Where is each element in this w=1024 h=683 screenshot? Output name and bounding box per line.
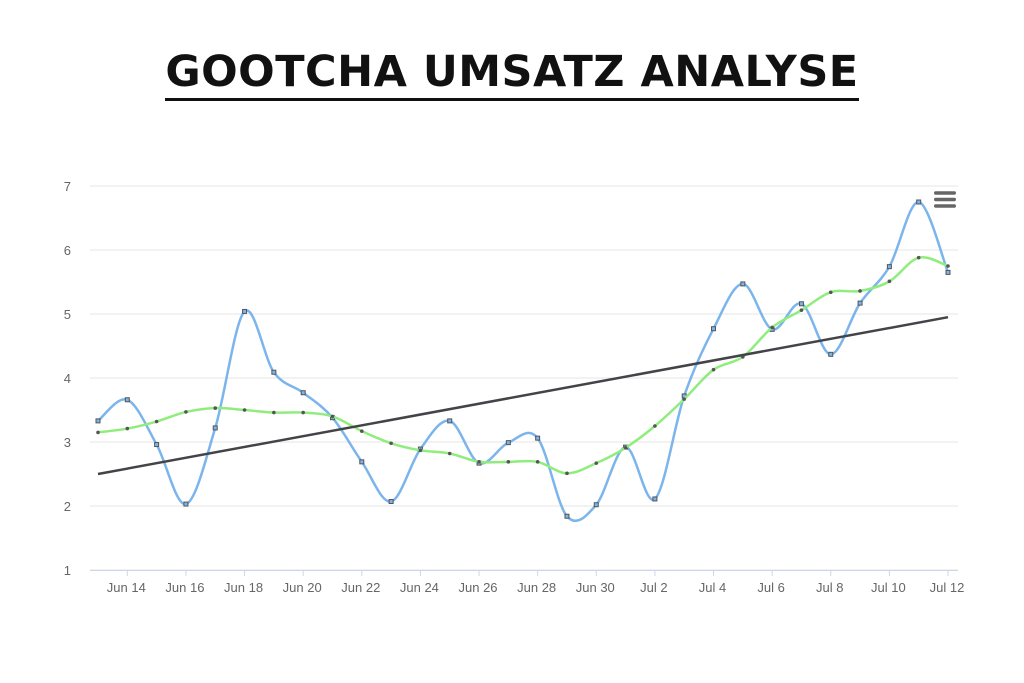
- series-2-point: [770, 325, 774, 330]
- series-1-point: [711, 326, 717, 332]
- series-2-point: [125, 426, 130, 431]
- series-1-line: [97, 200, 950, 522]
- series-2-point: [418, 448, 423, 453]
- series-1-point: [154, 442, 160, 448]
- series-2-point: [301, 410, 305, 415]
- series-1-point: [300, 390, 306, 396]
- menu-icon-bar: [934, 197, 956, 202]
- x-tick-label: Jul 8: [816, 580, 843, 595]
- series-2-point: [653, 424, 657, 428]
- series-2-point: [184, 410, 188, 414]
- series-2-point: [477, 460, 481, 464]
- y-tick-label: 1: [64, 563, 71, 578]
- series-2-point: [711, 367, 716, 372]
- series-1-point: [242, 308, 248, 314]
- x-tick-label: Jul 4: [699, 580, 726, 595]
- series-2-point: [359, 429, 364, 433]
- series-2-point: [272, 410, 276, 415]
- series-1-point: [535, 435, 541, 441]
- x-tick-label: Jun 30: [576, 580, 615, 595]
- series-1-point: [593, 502, 599, 508]
- page-title: GOOTCHA UMSATZ ANALYSE: [165, 48, 859, 101]
- series-2-point: [623, 445, 628, 450]
- series-1-point: [740, 281, 746, 287]
- series-2-point: [858, 289, 862, 293]
- series-2-line: [97, 256, 949, 475]
- series-1-point: [798, 301, 804, 307]
- series-2-point: [799, 308, 804, 312]
- series-2-point: [594, 461, 599, 465]
- series-1-point: [183, 501, 189, 507]
- series-2-point: [535, 460, 540, 464]
- series-1-point: [916, 199, 922, 205]
- series-1-point: [447, 418, 453, 424]
- y-tick-label: 6: [64, 243, 71, 258]
- x-tick-label: Jun 20: [283, 580, 322, 595]
- series-1-point: [505, 440, 511, 446]
- menu-icon-bar: [934, 204, 956, 208]
- x-tick-label: Jul 10: [871, 580, 906, 595]
- series-2-point: [506, 460, 511, 464]
- series-2-point: [242, 408, 247, 412]
- series-2-point: [154, 419, 159, 424]
- series-1-point: [886, 264, 892, 270]
- series-1-point: [271, 369, 277, 375]
- x-tick-label: Jul 2: [640, 580, 667, 595]
- series-2-point: [887, 279, 892, 284]
- x-tick-label: Jun 14: [107, 580, 146, 595]
- x-tick-label: Jun 24: [400, 580, 439, 595]
- y-tick-label: 5: [64, 307, 71, 322]
- series-2-point: [946, 264, 950, 268]
- series-1-point: [95, 418, 101, 424]
- series-2-point: [330, 414, 335, 419]
- series-2-point: [828, 290, 833, 295]
- x-tick-label: Jun 26: [459, 580, 498, 595]
- menu-icon[interactable]: [934, 191, 956, 208]
- series-2-point: [565, 471, 569, 476]
- series-1-point: [828, 351, 834, 357]
- series-1-point: [857, 300, 863, 306]
- series-1-point: [564, 513, 570, 519]
- y-tick-label: 2: [64, 499, 71, 514]
- series-2-point: [916, 255, 921, 260]
- series-1-point: [359, 459, 365, 465]
- series-2-point: [682, 397, 687, 401]
- chart-title-wrap: GOOTCHA UMSATZ ANALYSE: [0, 48, 1024, 101]
- x-tick-label: Jun 28: [517, 580, 556, 595]
- x-tick-label: Jul 6: [757, 580, 784, 595]
- series-1-point: [945, 269, 951, 275]
- series-1-point: [388, 499, 394, 505]
- series-1-point: [652, 496, 658, 502]
- series-2-point: [213, 406, 218, 410]
- series-2-point: [447, 451, 452, 456]
- x-tick-label: Jul 12: [930, 580, 965, 595]
- x-tick-label: Jun 22: [341, 580, 380, 595]
- x-tick-label: Jun 16: [165, 580, 204, 595]
- series-1-point: [212, 425, 218, 431]
- series-1-point: [124, 397, 130, 403]
- y-tick-label: 3: [64, 435, 71, 450]
- menu-icon-bar: [934, 191, 956, 195]
- y-tick-label: 7: [64, 179, 71, 194]
- y-tick-label: 4: [64, 371, 71, 386]
- series-2-point: [389, 441, 393, 446]
- x-tick-label: Jun 18: [224, 580, 263, 595]
- series-trend-line: [97, 315, 949, 476]
- series-2-point: [96, 430, 100, 435]
